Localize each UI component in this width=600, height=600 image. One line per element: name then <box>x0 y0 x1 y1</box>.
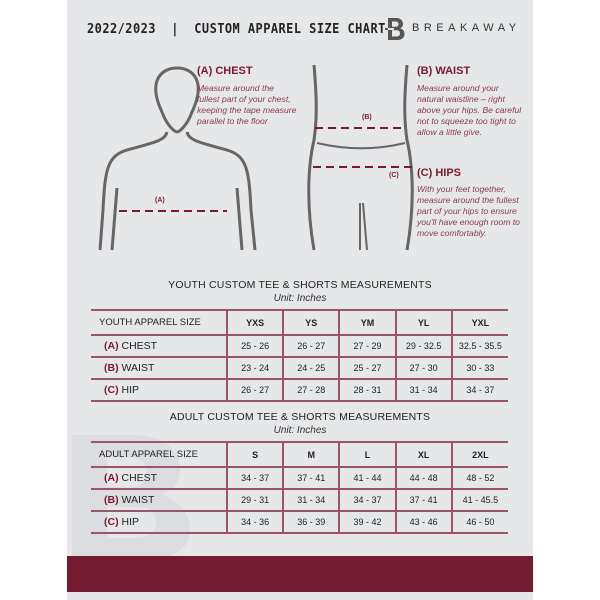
size-header: L <box>338 441 396 467</box>
cell: 27 - 29 <box>338 334 396 357</box>
cell: 43 - 46 <box>394 510 452 534</box>
size-header: YS <box>282 309 340 335</box>
body-figures <box>98 64 414 251</box>
size-header: YXL <box>450 309 508 335</box>
size-header: YM <box>338 309 396 335</box>
cell: 32.5 - 35.5 <box>450 334 508 357</box>
size-header: YL <box>394 309 452 335</box>
hips-description: With your feet together, measure around … <box>417 184 520 238</box>
row-label: (A) CHEST <box>91 334 227 357</box>
row-label: (A) CHEST <box>91 466 227 489</box>
waist-marker: (B) <box>362 114 372 121</box>
table-row: (B) WAIST 23 - 24 24 - 25 25 - 27 27 - 30 30 … <box>91 356 508 379</box>
header-label: YOUTH APPAREL SIZE <box>91 309 227 335</box>
cell: 31 - 34 <box>282 488 340 511</box>
adult-size-table: ADULT APPAREL SIZE S M L XL 2XL (A) CHES… <box>91 441 508 534</box>
size-header: M <box>282 441 340 467</box>
chest-marker: (A) <box>155 197 165 204</box>
chest-description: Measure around the fullest part of your … <box>197 83 297 126</box>
cell: 36 - 39 <box>282 510 340 534</box>
adult-section-title: ADULT CUSTOM TEE & SHORTS MEASUREMENTS <box>169 411 431 423</box>
hip-marker: (C) <box>389 172 399 179</box>
table-row: (A) CHEST 34 - 37 37 - 41 41 - 44 44 - 48 48 … <box>91 466 508 489</box>
cell: 34 - 37 <box>225 466 284 489</box>
cell: 44 - 48 <box>394 466 452 489</box>
cell: 41 - 45.5 <box>450 488 508 511</box>
cell: 34 - 37 <box>338 488 396 511</box>
cell: 48 - 52 <box>450 466 508 489</box>
cell: 24 - 25 <box>282 356 340 379</box>
waist-description: Measure around your natural waistline – … <box>417 83 522 137</box>
header-label: ADULT APPAREL SIZE <box>91 441 227 467</box>
cell: 29 - 32.5 <box>394 334 452 357</box>
cell: 46 - 50 <box>450 510 508 534</box>
cell: 27 - 30 <box>394 356 452 379</box>
brand-name: BREAKAWAY <box>412 22 521 34</box>
cell: 28 - 31 <box>338 378 396 402</box>
row-label: (C) HIP <box>91 510 227 534</box>
row-label: (B) WAIST <box>91 488 227 511</box>
youth-unit: Unit: Inches <box>273 293 327 304</box>
table-row: (A) CHEST 25 - 26 26 - 27 27 - 29 29 - 32.5 3… <box>91 334 508 357</box>
youth-section-title: YOUTH CUSTOM TEE & SHORTS MEASUREMENTS <box>168 279 432 291</box>
youth-size-table: YOUTH APPAREL SIZE YXS YS YM YL YXL (A) … <box>91 309 508 402</box>
waist-heading: (B) WAIST <box>417 65 471 77</box>
footer-band <box>67 556 533 592</box>
cell: 31 - 34 <box>394 378 452 402</box>
cell: 30 - 33 <box>450 356 508 379</box>
cell: 34 - 36 <box>225 510 284 534</box>
cell: 34 - 37 <box>450 378 508 402</box>
page-title: 2022/2023 | CUSTOM APPAREL SIZE CHART <box>87 22 386 37</box>
cell: 26 - 27 <box>225 378 284 402</box>
cell: 39 - 42 <box>338 510 396 534</box>
size-header: S <box>225 441 284 467</box>
size-chart-page: 2022/2023 | CUSTOM APPAREL SIZE CHART BR… <box>67 0 533 600</box>
table-header-row: YOUTH APPAREL SIZE YXS YS YM YL YXL <box>91 309 508 335</box>
row-label: (B) WAIST <box>91 356 227 379</box>
cell: 26 - 27 <box>282 334 340 357</box>
adult-unit: Unit: Inches <box>273 425 327 436</box>
table-row: (C) HIP 26 - 27 27 - 28 28 - 31 31 - 34 34 - … <box>91 378 508 402</box>
cell: 37 - 41 <box>394 488 452 511</box>
row-label: (C) HIP <box>91 378 227 402</box>
upper-body-outline <box>98 64 414 251</box>
cell: 23 - 24 <box>225 356 284 379</box>
cell: 25 - 27 <box>338 356 396 379</box>
cell: 25 - 26 <box>225 334 284 357</box>
size-header: 2XL <box>450 441 508 467</box>
cell: 29 - 31 <box>225 488 284 511</box>
cell: 27 - 28 <box>282 378 340 402</box>
table-header-row: ADULT APPAREL SIZE S M L XL 2XL <box>91 441 508 467</box>
size-header: YXS <box>225 309 284 335</box>
chest-heading: (A) CHEST <box>197 65 253 77</box>
table-row: (B) WAIST 29 - 31 31 - 34 34 - 37 37 - 41 41 … <box>91 488 508 511</box>
size-header: XL <box>394 441 452 467</box>
cell: 37 - 41 <box>282 466 340 489</box>
brand-logo-icon <box>385 18 405 40</box>
cell: 41 - 44 <box>338 466 396 489</box>
table-row: (C) HIP 34 - 36 36 - 39 39 - 42 43 - 46 46 - … <box>91 510 508 534</box>
hips-heading: (C) HIPS <box>417 167 461 179</box>
